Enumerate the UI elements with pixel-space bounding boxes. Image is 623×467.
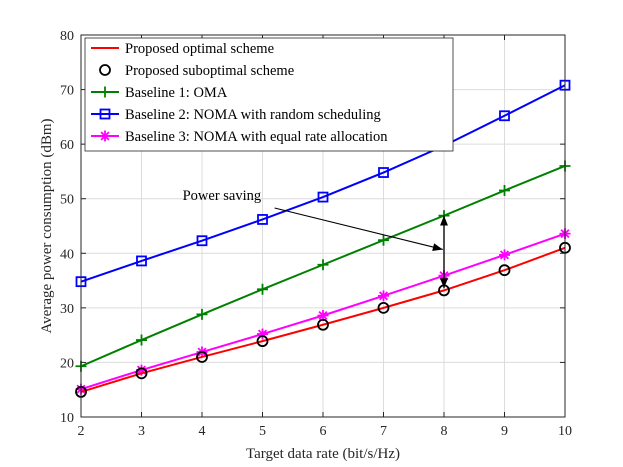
data-point bbox=[196, 351, 208, 363]
y-tick-label: 50 bbox=[60, 193, 74, 208]
data-point bbox=[196, 308, 208, 320]
legend-label: Proposed suboptimal scheme bbox=[125, 63, 294, 79]
y-axis-label: Average power consumption (dBm) bbox=[39, 118, 55, 333]
data-point bbox=[317, 309, 329, 321]
legend-box bbox=[84, 37, 454, 152]
legend-label: Baseline 2: NOMA with random scheduling bbox=[125, 107, 381, 123]
legend-entry: Baseline 3: NOMA with equal rate allocat… bbox=[91, 129, 388, 145]
x-axis-label: Target data rate (bit/s/Hz) bbox=[246, 446, 400, 462]
legend-entry: Proposed optimal scheme bbox=[91, 41, 274, 57]
data-point bbox=[499, 185, 510, 197]
legend-label: Proposed optimal scheme bbox=[125, 41, 274, 57]
legend-entry: Baseline 1: OMA bbox=[91, 85, 228, 101]
data-point bbox=[257, 328, 268, 340]
y-tick-label: 10 bbox=[60, 411, 74, 426]
y-tick-label: 40 bbox=[60, 247, 74, 262]
y-tick-label: 60 bbox=[60, 138, 74, 153]
x-tick-label: 4 bbox=[199, 424, 206, 439]
data-point bbox=[256, 335, 269, 348]
x-tick-label: 2 bbox=[78, 424, 85, 439]
legend-marker bbox=[99, 86, 111, 98]
series-line bbox=[80, 84, 566, 283]
legend-marker bbox=[99, 130, 111, 142]
annotation-layer: Power saving bbox=[183, 188, 448, 289]
data-point bbox=[136, 334, 147, 346]
legend-marker bbox=[99, 64, 111, 76]
legend-entry: Proposed suboptimal scheme bbox=[99, 63, 294, 79]
legend-label: Baseline 1: OMA bbox=[125, 85, 228, 101]
y-tick-label: 70 bbox=[60, 84, 74, 99]
legend-entry: Baseline 2: NOMA with random scheduling bbox=[91, 107, 381, 123]
legend-label: Baseline 3: NOMA with equal rate allocat… bbox=[125, 129, 388, 145]
x-tick-label: 8 bbox=[441, 424, 448, 439]
data-point bbox=[135, 367, 148, 380]
data-point bbox=[136, 255, 147, 267]
series-proposed-optimal-scheme bbox=[80, 246, 566, 393]
legend-marker bbox=[99, 108, 111, 120]
data-point bbox=[499, 110, 510, 122]
data-point bbox=[498, 264, 511, 277]
y-tick-label: 30 bbox=[60, 302, 74, 317]
data-point bbox=[317, 191, 329, 203]
x-tick-label: 10 bbox=[558, 424, 572, 439]
data-point bbox=[196, 235, 208, 247]
x-tick-label: 7 bbox=[380, 424, 387, 439]
legend: Proposed optimal scheme Proposed suboptim… bbox=[84, 37, 454, 152]
data-point bbox=[499, 249, 510, 261]
data-point bbox=[377, 301, 390, 314]
data-point bbox=[378, 234, 389, 246]
y-tick-label: 20 bbox=[60, 356, 74, 371]
x-tick-label: 9 bbox=[501, 424, 508, 439]
power-saving-label: Power saving bbox=[183, 188, 262, 204]
data-point bbox=[378, 290, 389, 302]
axis-ticks: 2 3 4 5 6 7 8 9 10 10 20 30 40 50 60 70 80 bbox=[60, 29, 572, 439]
data-point bbox=[317, 318, 329, 331]
data-point bbox=[257, 214, 268, 225]
data-point bbox=[257, 283, 268, 295]
x-tick-label: 5 bbox=[259, 424, 266, 439]
x-tick-label: 3 bbox=[138, 424, 145, 439]
x-tick-label: 6 bbox=[320, 424, 327, 439]
y-tick-label: 80 bbox=[60, 29, 74, 44]
data-point bbox=[317, 259, 329, 271]
data-point bbox=[378, 167, 389, 178]
data-point bbox=[136, 364, 147, 376]
power-saving-pointer-arrow bbox=[274, 207, 443, 251]
series-line bbox=[80, 246, 566, 393]
